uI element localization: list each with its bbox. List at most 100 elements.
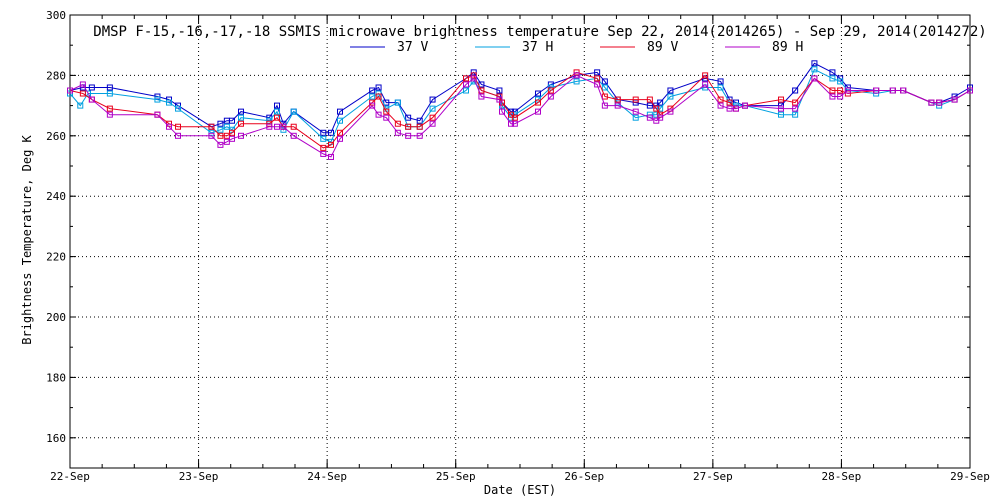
chart-title: DMSP F-15,-16,-17,-18 SSMIS microwave br…	[93, 24, 986, 40]
data-point	[667, 108, 674, 115]
data-point	[601, 102, 608, 109]
data-point	[290, 123, 297, 130]
data-point	[463, 81, 469, 88]
plot-frame	[69, 14, 971, 469]
x-tick-label: 22-Sep	[50, 470, 90, 483]
data-point	[726, 105, 733, 112]
data-point	[429, 114, 436, 121]
data-point	[106, 105, 113, 112]
data-point	[166, 96, 172, 103]
data-point	[320, 150, 327, 157]
data-point	[547, 87, 554, 94]
data-point	[928, 99, 935, 106]
data-point	[594, 81, 601, 88]
data-point	[290, 132, 297, 139]
data-point	[416, 132, 423, 139]
data-point	[217, 126, 224, 133]
data-point	[229, 117, 235, 124]
data-point	[601, 93, 608, 100]
data-point	[223, 138, 230, 145]
data-point	[175, 123, 181, 130]
data-point	[717, 78, 724, 85]
data-point	[208, 129, 215, 136]
data-point	[238, 132, 244, 139]
data-point	[229, 129, 235, 136]
data-point	[223, 123, 230, 130]
data-point	[106, 84, 113, 91]
data-point	[429, 105, 436, 112]
data-point	[873, 87, 880, 94]
y-tick-label: 200	[46, 311, 66, 324]
data-point	[238, 120, 244, 127]
data-point	[478, 81, 485, 88]
data-point	[667, 93, 674, 100]
data-point	[394, 120, 401, 127]
legend-item: 37 H	[475, 40, 553, 55]
data-point	[463, 75, 469, 82]
data-point	[229, 135, 235, 142]
data-point	[811, 60, 818, 67]
data-point	[873, 90, 880, 97]
data-point	[508, 120, 514, 127]
data-point	[290, 108, 297, 115]
data-point	[632, 96, 639, 103]
data-point	[573, 72, 580, 79]
x-tick-label: 27-Sep	[693, 470, 733, 483]
y-tick-label: 160	[46, 432, 66, 445]
data-point	[889, 87, 896, 94]
x-tick-label: 29-Sep	[950, 470, 990, 483]
data-point	[967, 84, 973, 91]
data-point	[829, 93, 836, 100]
legend: 37 V 37 H 89 V 89 H	[350, 40, 803, 55]
data-point	[792, 111, 799, 118]
series-37-h	[67, 66, 973, 145]
data-point	[416, 123, 423, 130]
data-point	[829, 87, 836, 94]
legend-label: 89 V	[647, 40, 678, 55]
data-point	[369, 87, 376, 94]
legend-item: 89 H	[725, 40, 803, 55]
data-point	[375, 111, 382, 118]
data-point	[844, 87, 851, 94]
data-point	[646, 102, 653, 109]
data-point	[811, 66, 818, 73]
data-point	[238, 108, 244, 115]
data-point	[573, 78, 580, 85]
data-point	[175, 132, 181, 139]
data-point	[936, 99, 943, 106]
data-point	[837, 78, 844, 85]
y-axis-label: Brightness Temperature, Deg K	[20, 134, 34, 344]
x-tick-label: 26-Sep	[564, 470, 604, 483]
y-tick-label: 300	[46, 9, 66, 22]
data-point	[154, 96, 161, 103]
data-point	[470, 75, 477, 82]
data-point	[238, 114, 244, 121]
data-point	[223, 132, 230, 139]
data-point	[274, 114, 280, 121]
data-point	[829, 69, 836, 76]
data-point	[951, 96, 958, 103]
data-point	[154, 111, 161, 118]
data-point	[657, 99, 664, 106]
data-point	[429, 96, 436, 103]
data-point	[511, 120, 518, 127]
data-point	[837, 93, 844, 100]
data-point	[829, 75, 836, 82]
data-point	[208, 132, 215, 139]
legend-label: 37 H	[522, 40, 553, 55]
y-tick-label: 180	[46, 371, 66, 384]
y-tick-label: 280	[46, 69, 66, 82]
data-point	[535, 108, 541, 115]
legend-item: 89 V	[600, 40, 678, 55]
data-point	[496, 87, 503, 94]
series-line	[69, 62, 971, 134]
x-tick-label: 24-Sep	[307, 470, 347, 483]
data-point	[778, 105, 784, 112]
legend-label: 89 H	[772, 40, 803, 55]
data-point	[337, 108, 343, 115]
data-point	[369, 102, 376, 109]
data-point	[328, 153, 334, 160]
data-point	[726, 99, 733, 106]
data-point	[337, 117, 343, 124]
